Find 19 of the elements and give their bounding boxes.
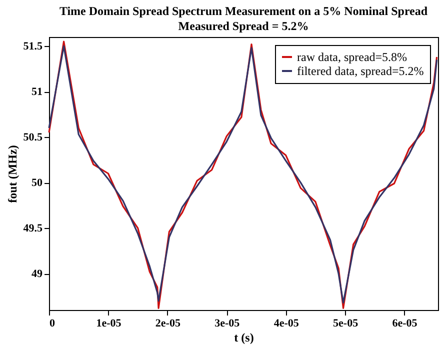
x-tick-label: 3e-05 xyxy=(214,318,240,330)
y-tick-label: 50 xyxy=(32,177,43,190)
x-tick-label: 0 xyxy=(50,318,56,330)
legend-label: raw data, spread=5.8% xyxy=(297,50,408,64)
x-tick-label: 5e-05 xyxy=(333,318,359,330)
x-tick-label: 2e-05 xyxy=(155,318,181,330)
y-tick-label: 50.5 xyxy=(23,132,43,144)
y-tick-label: 51.5 xyxy=(23,40,43,53)
chart-subtitle: Measured Spread = 5.2% xyxy=(178,19,309,33)
y-tick-label: 49 xyxy=(32,268,43,280)
x-tick-label: 1e-05 xyxy=(96,318,122,330)
x-axis-title: t (s) xyxy=(234,330,254,344)
y-tick-label: 49.5 xyxy=(23,222,43,235)
x-tick-label: 4e-05 xyxy=(274,318,300,330)
x-tick-label: 6e-05 xyxy=(392,318,418,330)
y-axis-title: fout (MHz) xyxy=(5,145,20,203)
y-tick-label: 51 xyxy=(32,86,42,98)
legend-label: filtered data, spread=5.2% xyxy=(297,64,424,78)
chart-title: Time Domain Spread Spectrum Measurement on a 5% Nominal Spread xyxy=(59,4,428,18)
